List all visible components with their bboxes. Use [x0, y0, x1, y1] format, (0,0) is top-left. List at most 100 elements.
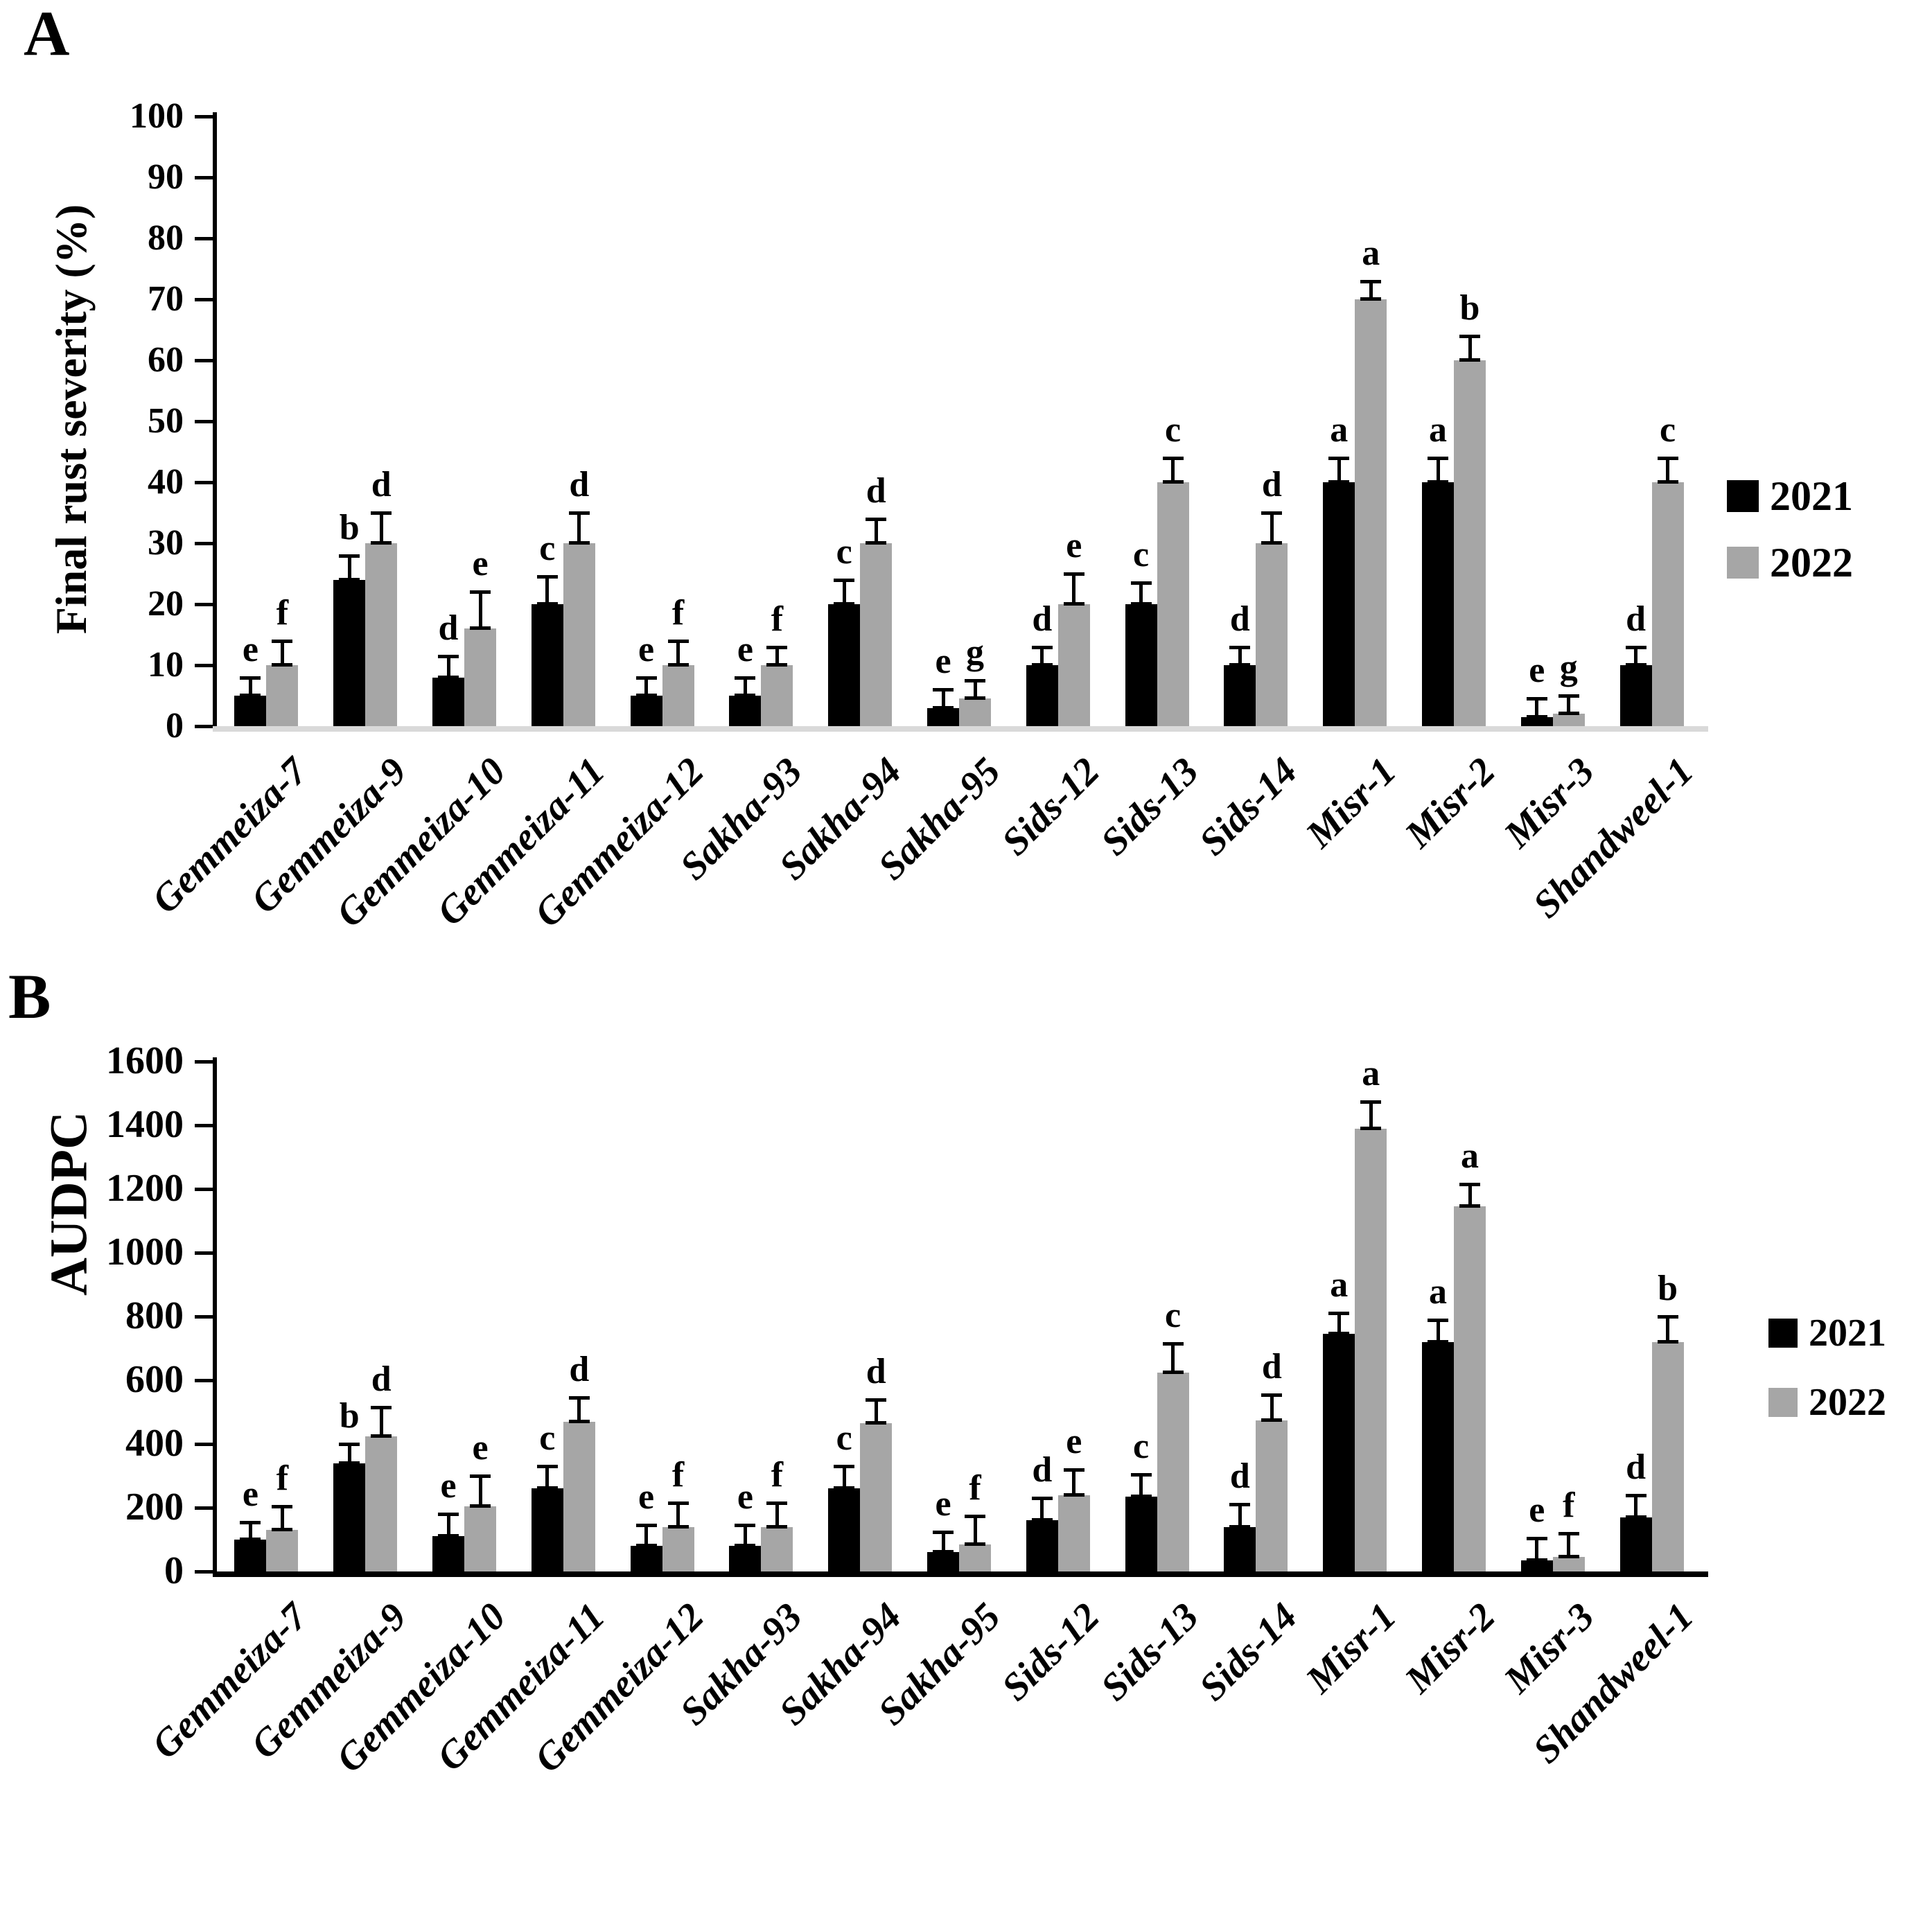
error-bar-cap-bottom [536, 602, 558, 606]
sig-letter: d [1032, 1450, 1053, 1490]
error-bar-cap-top [1428, 456, 1448, 460]
bar-2022-Shandweel-1 [1651, 1341, 1684, 1571]
bar-2022-Sakha-93 [761, 1526, 793, 1571]
error-bar-cap-bottom [667, 663, 689, 667]
bar-2022-Sids-13 [1157, 482, 1189, 726]
bar-2021-Gemmeiza-11 [531, 604, 563, 726]
y-tick-label: 20 [148, 584, 184, 624]
error-bar-line [1171, 1344, 1175, 1373]
error-bar-cap-top [1428, 1318, 1448, 1322]
bar-2021-Gemmeiza-12 [630, 1546, 662, 1571]
bar-2022-Sids-13 [1157, 1372, 1189, 1571]
sig-letter: d [371, 465, 392, 504]
sig-letter: d [1261, 1346, 1282, 1386]
error-bar-cap-bottom [1558, 1555, 1579, 1559]
bar-2021-Misr-2 [1422, 482, 1454, 726]
error-bar-line [874, 1399, 878, 1424]
error-bar-cap-bottom [1162, 1370, 1184, 1374]
error-bar-cap-top [1459, 1183, 1480, 1187]
error-bar-cap-top [470, 590, 491, 594]
bar-2021-Sakha-95 [927, 1552, 959, 1571]
bar-2021-Sakha-94 [828, 1488, 861, 1571]
sig-letter: b [339, 1396, 360, 1436]
y-tick [195, 176, 213, 179]
error-bar-cap-top [635, 676, 657, 680]
error-bar-cap-top [1031, 645, 1053, 649]
error-bar-cap-bottom [1261, 541, 1283, 545]
error-bar-cap-bottom [1360, 297, 1382, 301]
error-bar-cap-bottom [1558, 712, 1579, 716]
error-bar-line [446, 655, 450, 678]
error-bar-cap-top [965, 679, 985, 682]
bar-2021-Misr-1 [1323, 1334, 1355, 1571]
error-bar-line [1072, 1469, 1076, 1495]
error-bar-line [1468, 335, 1472, 360]
y-tick [195, 237, 213, 240]
sig-letter: d [1261, 465, 1282, 504]
legend-swatch-2022 [1727, 547, 1759, 579]
error-bar-cap-bottom [635, 694, 657, 697]
error-bar-cap-bottom [568, 541, 590, 545]
error-bar-cap-top [1229, 645, 1251, 649]
error-bar-line [1337, 457, 1341, 482]
bar-2022-Gemmeiza-11 [563, 543, 595, 726]
error-bar-cap-top [866, 517, 887, 521]
error-bar-cap-bottom [1625, 663, 1646, 667]
legend-swatch-2021 [1768, 1319, 1798, 1348]
error-bar-line [280, 1506, 284, 1531]
error-bar-line [1270, 1394, 1274, 1420]
sig-letter: d [1229, 599, 1250, 639]
y-tick [195, 542, 213, 545]
error-bar-line [1666, 1316, 1670, 1342]
sig-letter: a [1429, 1271, 1447, 1312]
error-bar-cap-bottom [438, 675, 459, 679]
sig-letter: d [866, 1351, 886, 1391]
bar-2021-Sids-14 [1224, 665, 1256, 726]
error-bar-cap-top [735, 1524, 756, 1528]
y-tick-label: 0 [166, 706, 184, 746]
error-bar-cap-top [1657, 456, 1678, 460]
sig-letter: a [1330, 409, 1349, 450]
sig-letter: a [1461, 1136, 1479, 1177]
error-bar-cap-top [272, 639, 293, 643]
y-tick [195, 1443, 213, 1446]
bar-2022-Gemmeiza-9 [365, 543, 398, 726]
error-bar-line [545, 576, 550, 604]
sig-letter: e [440, 1466, 457, 1506]
y-tick [195, 1124, 213, 1127]
sig-letter: f [969, 1468, 981, 1508]
error-bar-cap-top [1459, 334, 1480, 338]
sig-letter: e [1529, 1490, 1545, 1530]
sig-letter: f [771, 1455, 784, 1495]
legend-label-2022: 2022 [1809, 1381, 1886, 1424]
error-bar-cap-top [1558, 1531, 1579, 1535]
error-bar-cap-bottom [965, 696, 985, 701]
error-bar-line [1567, 1533, 1571, 1558]
y-tick-label: 0 [164, 1549, 184, 1593]
sig-letter: g [966, 633, 984, 672]
y-tick [195, 420, 213, 423]
sig-letter: c [1165, 409, 1182, 450]
error-bar-line [280, 640, 284, 665]
error-bar-cap-bottom [1261, 1418, 1283, 1422]
error-bar-cap-bottom [933, 1550, 954, 1554]
error-bar-cap-top [470, 1474, 491, 1478]
error-bar-cap-bottom [1130, 1494, 1152, 1498]
error-bar-line [1337, 1313, 1341, 1335]
error-bar-line [478, 592, 482, 629]
sig-letter: a [1330, 1265, 1349, 1305]
error-bar-cap-top [371, 1406, 392, 1410]
bar-2022-Gemmeiza-11 [563, 1421, 595, 1571]
error-bar-line [1040, 1498, 1044, 1521]
sig-letter: e [242, 1474, 258, 1514]
error-bar-cap-top [568, 1396, 590, 1400]
error-bar-cap-bottom [1130, 602, 1152, 606]
error-bar-cap-top [1657, 1315, 1678, 1319]
error-bar-line [973, 1515, 977, 1544]
sig-letter: e [737, 1477, 753, 1517]
error-bar-cap-bottom [1328, 480, 1350, 484]
error-bar-cap-top [1328, 1312, 1350, 1316]
error-bar-line [379, 1407, 383, 1436]
y-tick [195, 1506, 213, 1510]
error-bar-cap-bottom [339, 577, 360, 581]
